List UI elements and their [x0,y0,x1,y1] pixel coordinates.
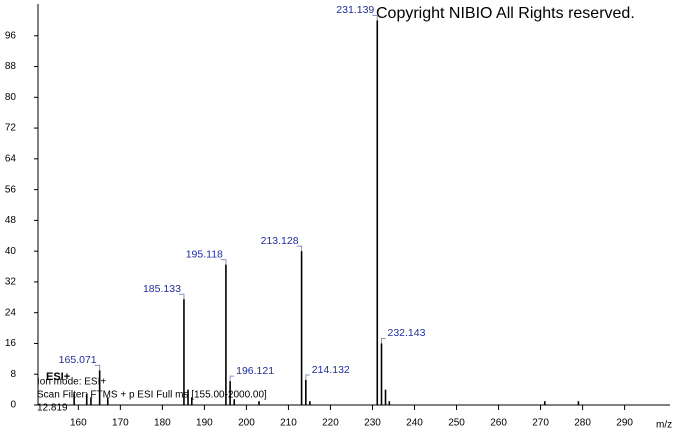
y-tick-label: 80 [5,92,17,103]
y-tick-label: 16 [5,338,17,349]
label-leader [380,337,386,344]
peak-label: 195.118 [186,248,223,260]
retention-time: 12.819 [37,403,68,414]
x-tick-label: 240 [406,418,423,429]
label-leader [178,293,185,300]
peak-label: 165.071 [59,354,97,366]
y-tick-label: 24 [5,307,17,318]
x-tick-label: 190 [196,418,213,429]
peak-label: 185.133 [143,283,181,295]
x-tick-label: 280 [574,418,591,429]
x-tick-label: 290 [616,418,633,429]
x-tick-label: 160 [70,418,87,429]
x-tick-label: 230 [364,418,381,429]
label-leader [94,364,101,371]
x-tick-label: 220 [322,418,339,429]
x-tick-label: 170 [112,418,129,429]
peak-label: 214.132 [312,364,350,376]
mode-tag: ESI+ [46,371,70,383]
y-tick-label: 88 [5,61,17,72]
x-axis-label: m/z [656,420,672,431]
y-tick-label: 48 [5,215,17,226]
y-tick-label: 8 [10,369,16,380]
x-tick-label: 270 [532,418,549,429]
y-tick-label: 32 [5,277,17,288]
peak-label: 231.139 [336,4,374,16]
y-tick-label: 0 [10,400,16,411]
x-tick-label: 200 [238,418,255,429]
x-tick-label: 260 [490,418,507,429]
copyright: Copyright NIBIO All Rights reserved. [376,5,635,22]
x-tick-label: 210 [280,418,297,429]
label-leader [372,14,378,21]
y-tick-label: 72 [5,123,17,134]
label-leader [305,374,310,380]
ion-mode: Ion mode: ESI+ [37,377,106,388]
peak-label: 196.121 [236,365,274,377]
x-tick-label: 250 [448,418,465,429]
y-tick-label: 40 [5,246,17,257]
x-tick-label: 180 [154,418,171,429]
label-leader [229,375,235,382]
y-tick-label: 56 [5,184,17,195]
label-leader [220,259,227,265]
peak-label: 232.143 [387,327,425,339]
scan-filter: Scan Filter: FTMS + p ESI Full ms [155.0… [37,390,267,401]
peak-label: 213.128 [261,235,299,247]
y-tick-label: 64 [5,153,17,164]
label-leader [296,245,303,252]
y-tick-label: 96 [5,30,17,41]
